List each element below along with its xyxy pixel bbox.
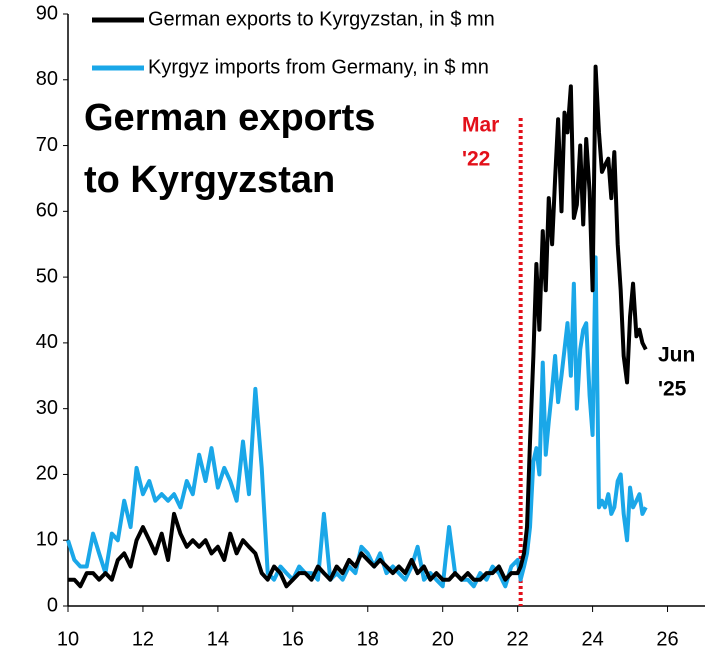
line: [66, 255, 648, 589]
y-tick-label: 10: [36, 529, 58, 551]
x-tick-label: 22: [507, 628, 529, 650]
annotation: Mar: [462, 114, 499, 137]
legend-label: German exports to Kyrgyzstan, in $ mn: [148, 8, 495, 30]
y-tick-label: 50: [36, 265, 58, 287]
x-tick-label: 18: [357, 628, 379, 650]
annotation: Jun: [658, 344, 695, 367]
chart-title: German exports: [84, 97, 375, 139]
x-tick-label: 12: [132, 628, 154, 650]
x-tick-label: 24: [581, 628, 603, 650]
annotation: '22: [462, 148, 490, 171]
y-tick-label: 30: [36, 397, 58, 419]
line: [68, 64, 648, 589]
annotation: '25: [658, 378, 687, 401]
x-tick-label: 16: [282, 628, 304, 650]
y-tick-label: 0: [47, 594, 58, 616]
y-tick-label: 60: [36, 200, 58, 222]
y-tick-label: 40: [36, 331, 58, 353]
y-tick-label: 20: [36, 463, 58, 485]
x-tick-label: 20: [432, 628, 454, 650]
x-tick-label: 14: [207, 628, 229, 650]
y-tick-label: 70: [36, 134, 58, 156]
legend-label: Kyrgyz imports from Germany, in $ mn: [148, 56, 489, 78]
x-tick-label: 10: [57, 628, 79, 650]
x-tick-label: 26: [656, 628, 678, 650]
y-tick-label: 90: [36, 2, 58, 24]
y-tick-label: 80: [36, 68, 58, 90]
chart-title: to Kyrgyzstan: [84, 159, 335, 201]
